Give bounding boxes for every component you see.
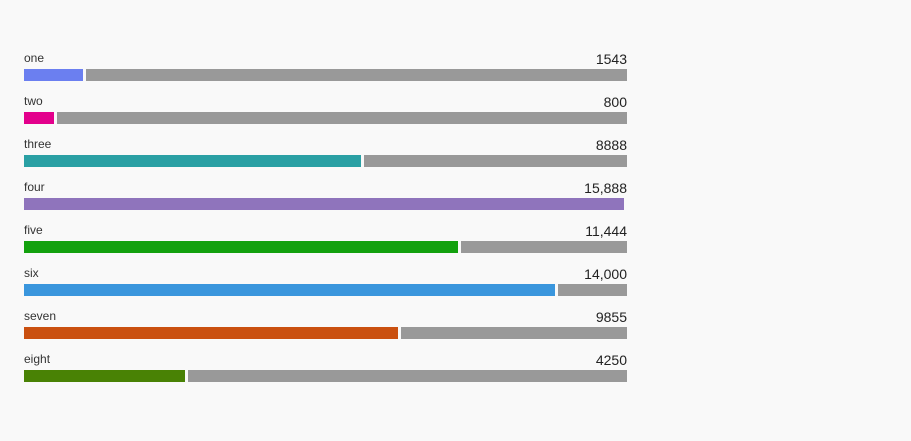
category-label: three [24,137,52,151]
bar-fill [24,241,458,253]
category-label: six [24,266,39,280]
bar-chart: one 1543 two 800 three 8888 four 15,888 five 11,4… [24,50,627,394]
bar-row-one: one 1543 [24,50,627,93]
bar-fill [24,112,54,124]
value-label: 9855 [595,309,627,325]
category-label: one [24,51,45,65]
bar-track [24,112,627,124]
bar-row-five: five 11,444 [24,222,627,265]
bar-remainder [364,155,627,167]
value-label: 8888 [595,137,627,153]
value-label: 11,444 [585,223,627,239]
bar-fill [24,198,624,210]
bar-row-seven: seven 9855 [24,308,627,351]
bar-fill [24,69,83,81]
bar-track [24,284,627,296]
bar-remainder [188,370,627,382]
bar-fill [24,327,398,339]
bar-remainder [558,284,627,296]
bar-remainder [461,241,627,253]
bar-track [24,155,627,167]
bar-track [24,370,627,382]
bar-fill [24,155,361,167]
value-label: 1543 [595,51,627,67]
bar-row-three: three 8888 [24,136,627,179]
bar-track [24,327,627,339]
category-label: five [24,223,43,237]
category-label: two [24,94,43,108]
value-label: 4250 [595,352,627,368]
bar-row-six: six 14,000 [24,265,627,308]
bar-row-eight: eight 4250 [24,351,627,394]
bar-row-two: two 800 [24,93,627,136]
bar-remainder [86,69,627,81]
bar-remainder [57,112,627,124]
bar-track [24,198,627,210]
bar-fill [24,370,185,382]
bar-row-four: four 15,888 [24,179,627,222]
category-label: four [24,180,45,194]
bar-track [24,69,627,81]
value-label: 14,000 [584,266,627,282]
bar-track [24,241,627,253]
category-label: seven [24,309,57,323]
value-label: 800 [603,94,627,110]
value-label: 15,888 [584,180,627,196]
bar-fill [24,284,555,296]
category-label: eight [24,352,51,366]
bar-remainder [401,327,627,339]
